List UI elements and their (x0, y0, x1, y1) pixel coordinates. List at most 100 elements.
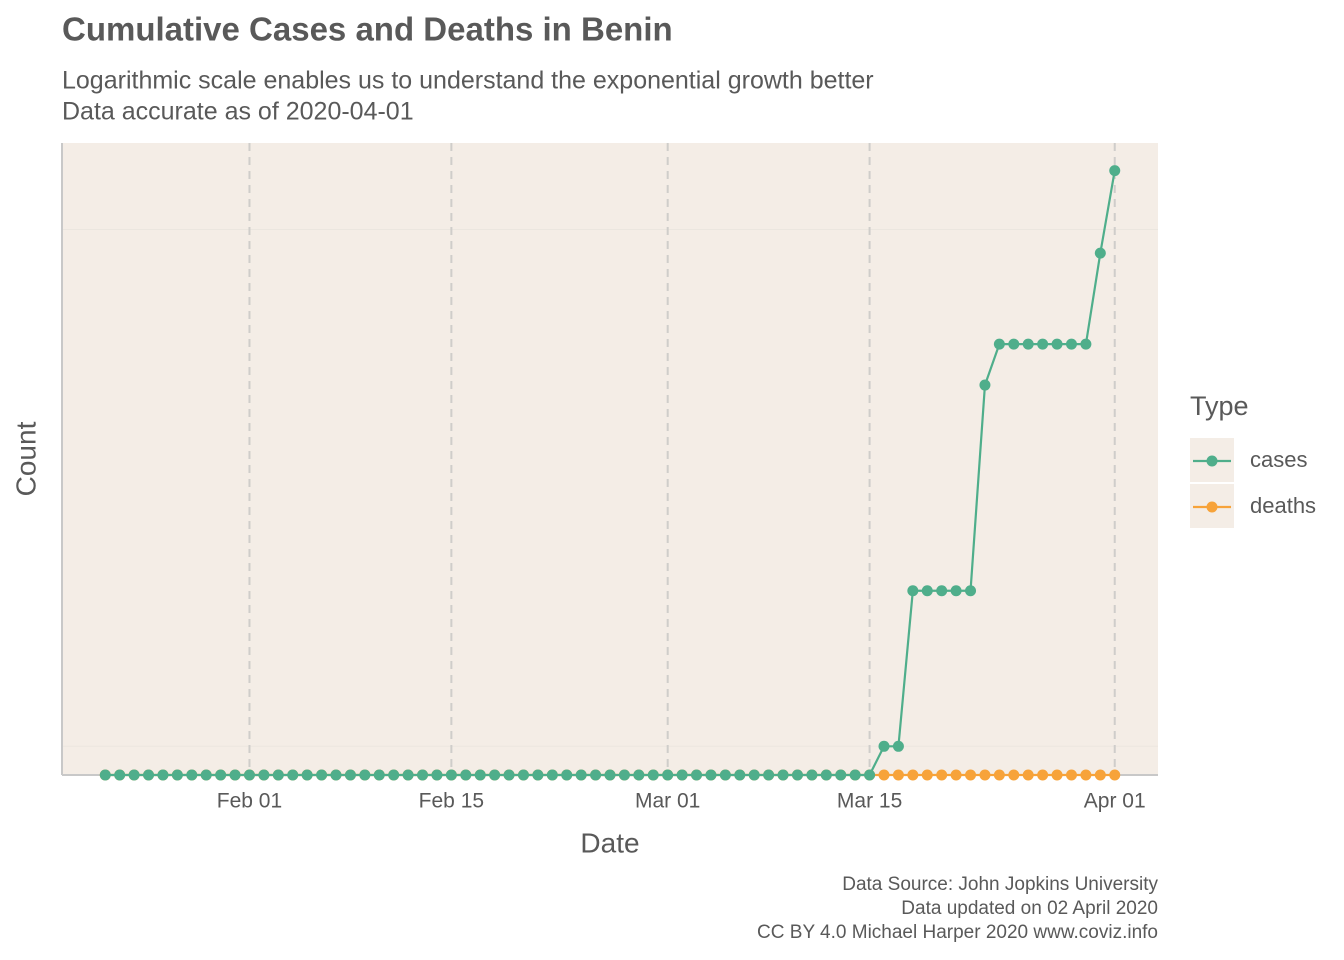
legend-label: cases (1250, 447, 1307, 472)
caption: Data Source: John Jopkins University (842, 874, 1158, 895)
data-point (417, 769, 429, 781)
data-point (835, 769, 847, 781)
chart-subtitle: Logarithmic scale enables us to understa… (62, 67, 874, 95)
data-point (1022, 769, 1034, 781)
data-point (575, 769, 587, 781)
data-point (849, 769, 861, 781)
data-point (892, 740, 904, 752)
data-point (1080, 338, 1092, 350)
data-point (633, 769, 645, 781)
data-point (907, 585, 919, 597)
data-point (171, 769, 183, 781)
legend-title: Type (1190, 391, 1249, 421)
data-point (316, 769, 328, 781)
data-point (1080, 769, 1092, 781)
data-point (388, 769, 400, 781)
data-point (993, 338, 1005, 350)
data-point (157, 769, 169, 781)
data-point (114, 769, 126, 781)
data-point (215, 769, 227, 781)
x-tick-label: Mar 15 (837, 790, 902, 813)
data-point (993, 769, 1005, 781)
data-point (979, 379, 991, 391)
legend-point (1206, 455, 1218, 467)
data-point (243, 769, 255, 781)
x-tick-label: Apr 01 (1084, 790, 1146, 813)
data-point (936, 585, 948, 597)
data-point (143, 769, 155, 781)
data-point (878, 769, 890, 781)
chart-subtitle: Data accurate as of 2020-04-01 (62, 98, 414, 126)
x-tick-label: Feb 15 (419, 790, 484, 813)
data-point (1051, 769, 1063, 781)
data-point (705, 769, 717, 781)
data-point (647, 769, 659, 781)
data-point (287, 769, 299, 781)
data-point (719, 769, 731, 781)
data-point (1022, 338, 1034, 350)
data-point (489, 769, 501, 781)
data-point (950, 769, 962, 781)
data-point (965, 585, 977, 597)
data-point (676, 769, 688, 781)
data-point (1065, 769, 1077, 781)
data-point (272, 769, 284, 781)
data-point (763, 769, 775, 781)
x-tick-label: Mar 01 (635, 790, 700, 813)
data-point (186, 769, 198, 781)
data-point (532, 769, 544, 781)
data-point (1065, 338, 1077, 350)
data-point (864, 769, 876, 781)
data-point (936, 769, 948, 781)
data-point (99, 769, 111, 781)
data-point (748, 769, 760, 781)
data-point (1051, 338, 1063, 350)
data-point (517, 769, 529, 781)
y-axis-title: Count (10, 421, 41, 496)
legend-point (1206, 501, 1218, 513)
data-point (1037, 769, 1049, 781)
data-point (979, 769, 991, 781)
data-point (1094, 769, 1106, 781)
data-point (460, 769, 472, 781)
data-point (590, 769, 602, 781)
x-axis-title: Date (580, 827, 639, 858)
legend-label: deaths (1250, 493, 1316, 518)
data-point (445, 769, 457, 781)
data-point (921, 585, 933, 597)
data-point (806, 769, 818, 781)
data-point (301, 769, 313, 781)
chart-title: Cumulative Cases and Deaths in Benin (62, 11, 673, 48)
data-point (691, 769, 703, 781)
data-point (1109, 769, 1121, 781)
data-point (1008, 338, 1020, 350)
data-point (1008, 769, 1020, 781)
data-point (503, 769, 515, 781)
data-point (546, 769, 558, 781)
data-point (892, 769, 904, 781)
data-point (791, 769, 803, 781)
data-point (907, 769, 919, 781)
data-point (200, 769, 212, 781)
data-point (921, 769, 933, 781)
data-point (604, 769, 616, 781)
data-point (820, 769, 832, 781)
data-point (330, 769, 342, 781)
data-point (431, 769, 443, 781)
data-point (128, 769, 140, 781)
data-point (474, 769, 486, 781)
x-tick-label: Feb 01 (217, 790, 282, 813)
data-point (373, 769, 385, 781)
data-point (1109, 165, 1121, 177)
data-point (1094, 247, 1106, 259)
data-point (344, 769, 356, 781)
data-point (258, 769, 270, 781)
data-point (359, 769, 371, 781)
caption: CC BY 4.0 Michael Harper 2020 www.coviz.… (757, 922, 1158, 943)
data-point (734, 769, 746, 781)
data-point (950, 585, 962, 597)
data-point (618, 769, 630, 781)
data-point (229, 769, 241, 781)
plot-panel (62, 143, 1158, 775)
